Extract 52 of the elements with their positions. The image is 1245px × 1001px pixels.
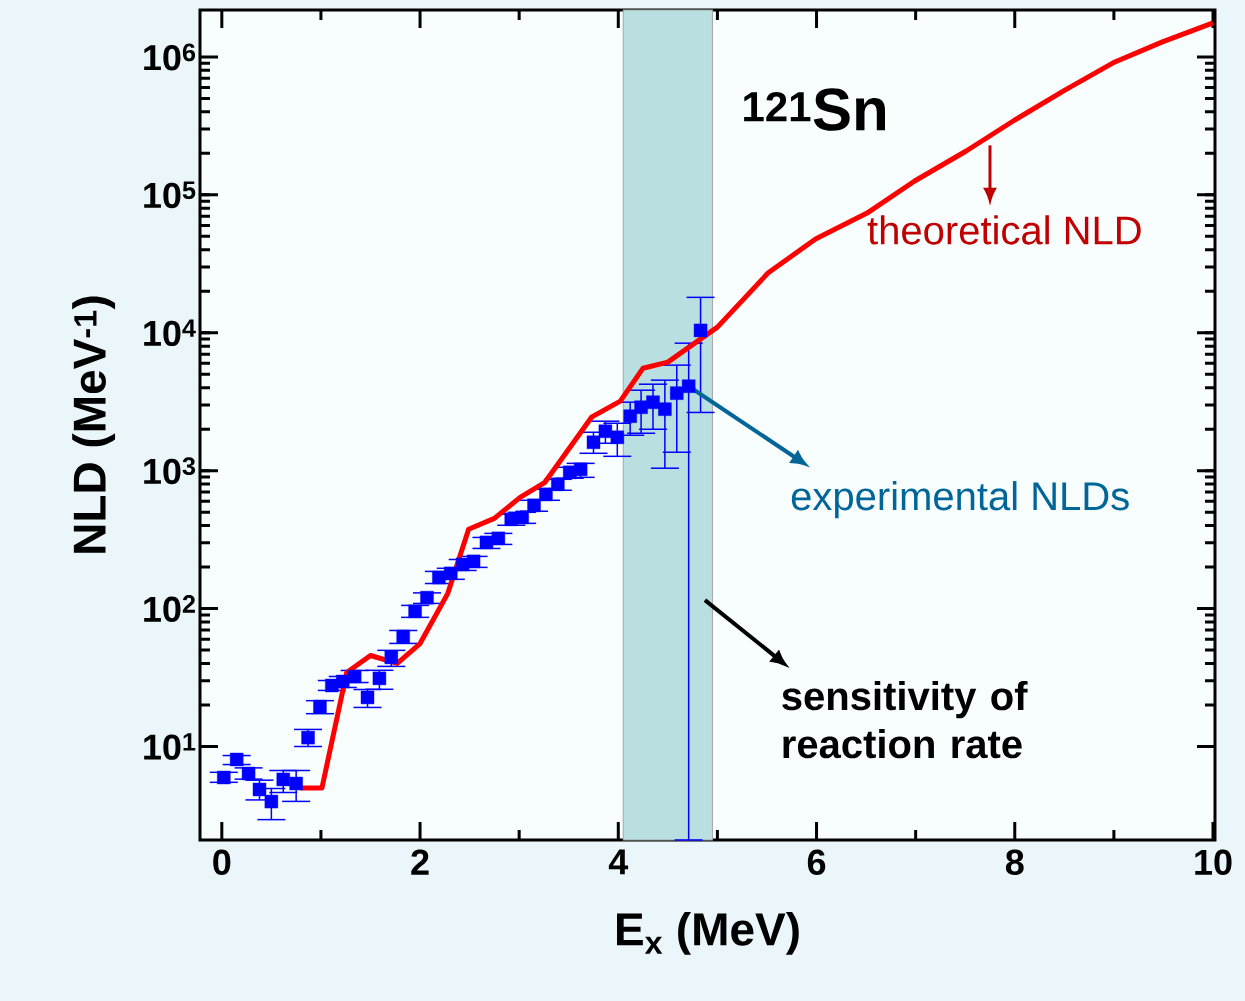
- x-axis-title: E$_{x}$ (MeV): [617, 911, 799, 955]
- point: [241, 766, 256, 781]
- point: [646, 395, 660, 409]
- point: [444, 566, 458, 581]
- point: [598, 424, 613, 438]
- y-tick-label: 10$^{3}$: [144, 457, 196, 485]
- y-tick-label: 10$^{2}$: [144, 595, 195, 623]
- point: [217, 770, 231, 785]
- point: [301, 730, 315, 745]
- point: [360, 690, 375, 705]
- point: [610, 430, 624, 444]
- point: [408, 604, 422, 619]
- band-label: sensitivity of reaction rate: [782, 680, 1028, 759]
- point: [693, 323, 708, 338]
- point: [634, 400, 648, 414]
- point: [276, 772, 290, 787]
- point: [466, 554, 481, 569]
- y-tick-label: 10$^{4}$: [144, 319, 196, 347]
- annotation: experimental NLDs: [791, 481, 1129, 519]
- x-tick-label: 10: [1195, 849, 1232, 875]
- point: [670, 386, 684, 400]
- point: [396, 629, 410, 644]
- point: [681, 379, 696, 393]
- x-tick-label: 2: [411, 849, 429, 875]
- y-tick-label: 10$^{1}$: [144, 733, 196, 760]
- x-tick-label: 4: [608, 849, 629, 875]
- point: [527, 498, 541, 512]
- point: [264, 794, 279, 809]
- point: [347, 669, 362, 684]
- y-tick-label: 10$^{5}$: [144, 181, 196, 209]
- point: [420, 590, 434, 605]
- point: [491, 531, 506, 546]
- annotation: $^{121}$Sn: [744, 88, 885, 131]
- y-tick-label: 10$^{6}$: [144, 43, 196, 71]
- point: [432, 570, 446, 585]
- point: [289, 776, 303, 791]
- point: [229, 752, 244, 767]
- annotation: theoretical NLD: [867, 215, 1141, 245]
- point: [551, 477, 565, 491]
- point: [658, 402, 672, 416]
- point: [515, 510, 529, 525]
- point: [384, 650, 399, 665]
- point: [623, 409, 637, 423]
- point: [372, 671, 387, 686]
- point: [539, 487, 553, 502]
- point: [313, 699, 327, 714]
- point: [252, 782, 267, 797]
- y-axis-title: NLD (MeV$^{-1}$): [72, 296, 116, 553]
- x-tick-label: 8: [1005, 849, 1024, 875]
- x-tick-label: 6: [807, 849, 826, 875]
- x-tick-label: 0: [213, 849, 231, 875]
- point: [586, 435, 601, 449]
